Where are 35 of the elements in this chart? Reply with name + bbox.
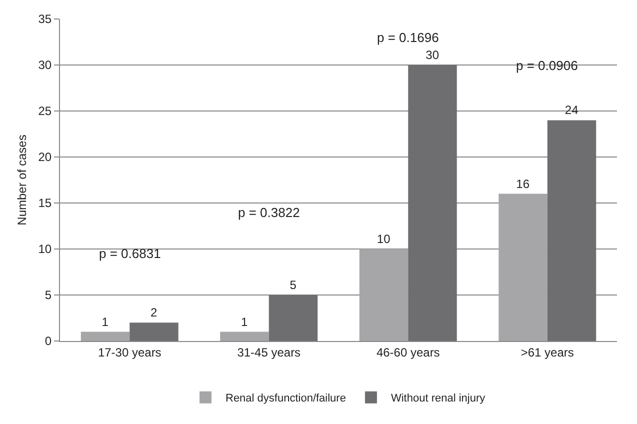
- data-label: 1: [241, 314, 248, 329]
- x-tick-label: >61 years: [520, 345, 574, 360]
- bar: [547, 120, 596, 341]
- y-tick-label: 30: [38, 58, 52, 72]
- data-label: 10: [376, 232, 391, 246]
- y-axis-title: Number of cases: [15, 134, 29, 226]
- y-tick-label: 15: [38, 196, 52, 210]
- bar: [220, 332, 269, 341]
- legend-label: Renal dysfunction/failure: [226, 392, 346, 405]
- y-tick-label: 25: [38, 104, 52, 118]
- annotation: p = 0.0906: [516, 58, 578, 73]
- y-tick-label: 20: [38, 150, 52, 164]
- bar: [268, 295, 318, 341]
- x-tick-label: 46-60 years: [376, 345, 440, 360]
- bar: [359, 249, 408, 341]
- bar: [408, 65, 457, 341]
- y-tick-label: 5: [44, 288, 52, 302]
- legend-label: Without renal injury: [390, 392, 486, 405]
- annotation: p = 0.1696: [377, 30, 439, 45]
- y-tick-label: 35: [38, 12, 52, 26]
- x-tick-label: 17-30 years: [98, 345, 162, 360]
- y-tick-label: 0: [44, 334, 52, 348]
- data-label: 2: [150, 306, 158, 320]
- data-label: 30: [426, 48, 440, 62]
- bar: [498, 194, 548, 341]
- data-label: 24: [564, 103, 579, 118]
- bar: [80, 332, 130, 341]
- x-tick-label: 31-45 years: [237, 345, 301, 360]
- data-label: 16: [516, 176, 530, 191]
- data-label: 1: [102, 314, 109, 329]
- annotation: p = 0.6831: [99, 246, 161, 261]
- data-label: 5: [290, 278, 297, 292]
- bar: [130, 322, 178, 341]
- y-tick-label: 10: [38, 242, 52, 256]
- annotation: p = 0.3822: [238, 205, 300, 220]
